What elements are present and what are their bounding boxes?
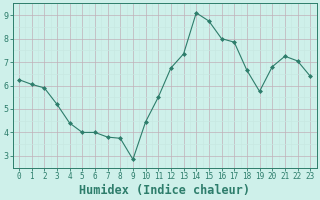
X-axis label: Humidex (Indice chaleur): Humidex (Indice chaleur): [79, 184, 250, 197]
